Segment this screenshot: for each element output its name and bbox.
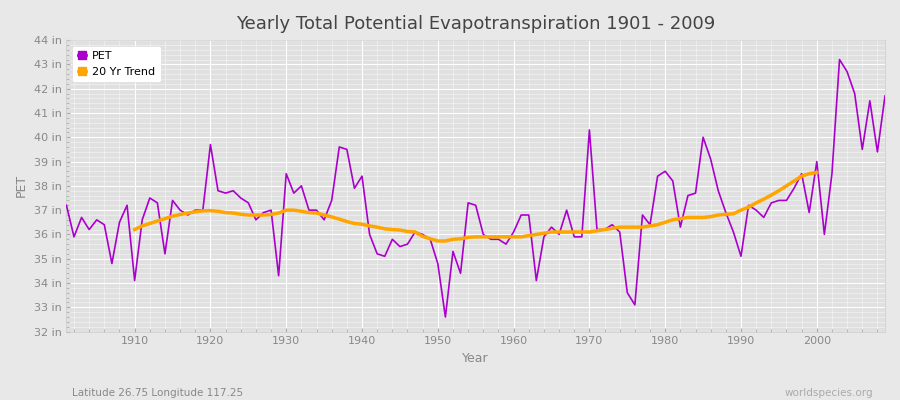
X-axis label: Year: Year bbox=[463, 352, 489, 365]
Text: Latitude 26.75 Longitude 117.25: Latitude 26.75 Longitude 117.25 bbox=[72, 388, 243, 398]
Title: Yearly Total Potential Evapotranspiration 1901 - 2009: Yearly Total Potential Evapotranspiratio… bbox=[236, 15, 716, 33]
Y-axis label: PET: PET bbox=[15, 174, 28, 198]
Legend: PET, 20 Yr Trend: PET, 20 Yr Trend bbox=[72, 46, 161, 82]
Text: worldspecies.org: worldspecies.org bbox=[785, 388, 873, 398]
